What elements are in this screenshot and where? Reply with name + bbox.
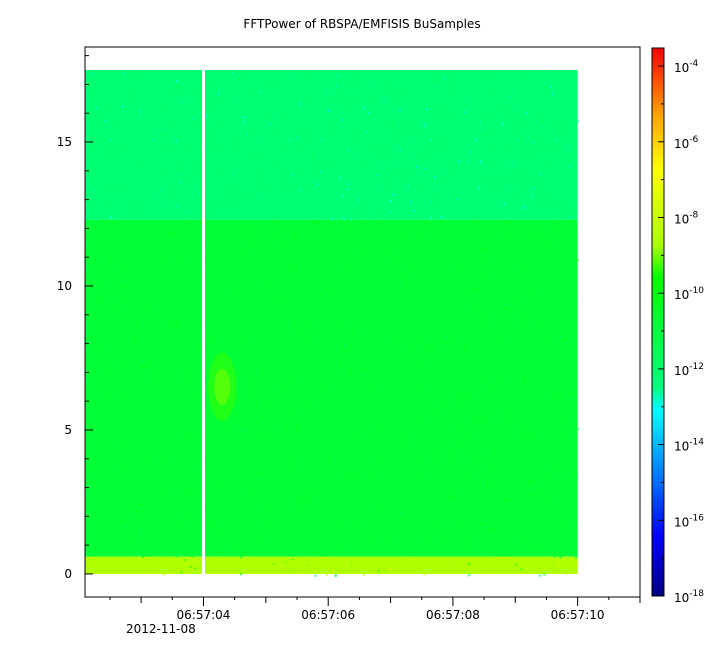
y-tick-label: 0 [64, 567, 72, 581]
y-axis: 0 5 10 15 [57, 55, 93, 581]
colorbar-tick-label: 10-16 [674, 513, 704, 529]
colorbar-tick-label: 10-6 [674, 135, 699, 151]
power-enhancement-core [214, 368, 231, 405]
x-date-label: 2012-11-08 [126, 622, 196, 636]
plot-frame [84, 46, 641, 598]
x-tick-label: 06:57:06 [301, 608, 355, 622]
x-tick-label: 06:57:08 [426, 608, 480, 622]
spectrogram-layer [85, 70, 580, 577]
colorbar-axis: 10-4 10-6 10-8 10-10 10-12 10-14 10-16 10-18 [658, 59, 704, 605]
x-tick-label: 06:57:04 [177, 608, 231, 622]
x-tick-label: 06:57:10 [551, 608, 605, 622]
colorbar-tick-label: 10-12 [674, 362, 704, 378]
colorbar [651, 47, 665, 597]
colorbar-tick-label: 10-10 [674, 286, 704, 302]
data-gap [201, 70, 205, 576]
spectrogram-band [85, 556, 578, 574]
x-axis: 06:57:04 06:57:06 06:57:08 06:57:10 [109, 597, 641, 622]
colorbar-tick-label: 10-18 [674, 589, 704, 605]
spectrogram-noise [85, 70, 580, 577]
y-tick-label: 15 [57, 135, 72, 149]
chart-title: FFTPower of RBSPA/EMFISIS BuSamples [243, 17, 481, 31]
y-tick-label: 10 [57, 279, 72, 293]
spectrogram-band [85, 219, 578, 557]
colorbar-tick-label: 10-8 [674, 210, 699, 226]
y-tick-label: 5 [64, 423, 72, 437]
spectrogram-band [85, 70, 578, 220]
colorbar-tick-label: 10-4 [674, 59, 699, 75]
colorbar-tick-label: 10-14 [674, 438, 704, 454]
